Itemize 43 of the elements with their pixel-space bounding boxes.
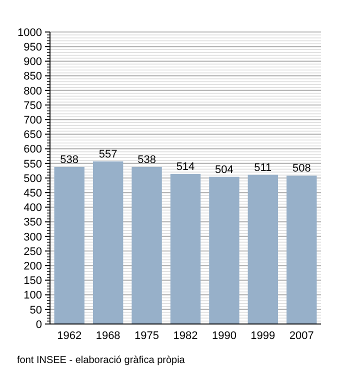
x-tick-label: 1990: [212, 330, 236, 342]
bar: [248, 174, 278, 324]
data-label: 538: [138, 154, 156, 166]
y-tick-label: 700: [24, 114, 42, 126]
bar: [132, 166, 162, 324]
y-tick-label: 500: [24, 172, 42, 185]
bar: [170, 174, 201, 324]
data-label: 514: [176, 160, 195, 173]
y-tick-label: 150: [24, 275, 42, 288]
y-tick-label: 0: [36, 318, 42, 331]
bar: [54, 166, 84, 324]
y-tick-label: 200: [24, 260, 42, 272]
x-tick-label: 1962: [57, 330, 82, 342]
y-tick-label: 600: [24, 144, 42, 156]
y-tick-label: 550: [24, 158, 42, 170]
y-tick-label: 400: [24, 202, 42, 214]
bar: [92, 161, 124, 324]
y-tick-label: 900: [24, 56, 42, 68]
y-tick-label: 800: [24, 85, 42, 98]
y-tick-label: 100: [24, 290, 42, 302]
data-label: 508: [292, 162, 311, 175]
y-tick-label: 450: [24, 187, 42, 200]
x-tick-label: 1968: [96, 330, 120, 342]
x-tick-label: 1975: [134, 330, 160, 342]
bar: [209, 176, 240, 324]
x-tick-label: 2007: [289, 330, 314, 342]
y-tick-label: 300: [24, 231, 42, 244]
y-tick-label: 350: [24, 216, 42, 229]
y-tick-label: 650: [24, 129, 42, 142]
y-tick-label: 250: [24, 246, 42, 258]
data-label: 538: [60, 154, 79, 166]
data-label: 511: [254, 162, 272, 174]
x-tick-label: 1999: [250, 330, 276, 342]
y-tick-label: 50: [30, 304, 42, 316]
y-tick-label: 1000: [18, 26, 42, 39]
y-tick-label: 850: [24, 70, 42, 83]
y-tick-label: 750: [24, 100, 42, 112]
bar: [286, 176, 317, 324]
text: font INSEE - elaboració gràfica pròpia: [17, 355, 186, 366]
data-label: 557: [98, 148, 118, 160]
x-tick-label: 1982: [173, 330, 198, 342]
data-label: 504: [215, 164, 234, 176]
y-tick-label: 950: [24, 41, 42, 54]
